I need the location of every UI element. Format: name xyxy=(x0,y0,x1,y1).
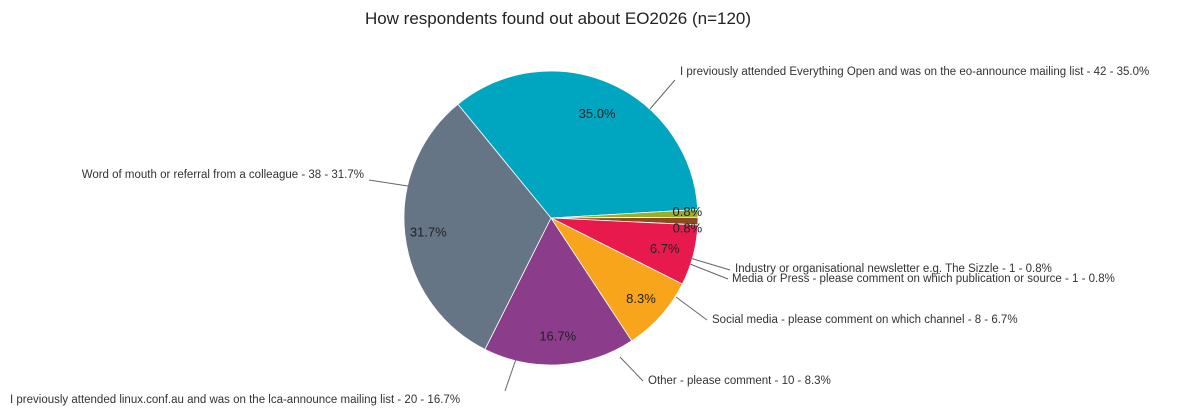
slice-percent-label: 6.7% xyxy=(650,241,680,256)
chart-title: How respondents found out about EO2026 (… xyxy=(365,9,751,28)
slice-percent-label: 35.0% xyxy=(579,106,616,121)
leader-line xyxy=(689,263,729,280)
pie-slice xyxy=(484,217,633,366)
slice-category-label: Social media - please comment on which c… xyxy=(712,314,1018,326)
slice-category-label: Media or Press - please comment on which… xyxy=(732,273,1115,285)
slice-percent-label: 0.8% xyxy=(673,221,703,236)
slice-category-label: Other - please comment - 10 - 8.3% xyxy=(648,375,831,387)
leader-line xyxy=(368,179,409,187)
leader-line xyxy=(675,296,708,321)
slice-percent-label: 8.3% xyxy=(626,291,656,306)
slice-percent-label: 16.7% xyxy=(539,328,576,343)
slice-category-label: I previously attended Everything Open an… xyxy=(680,66,1149,78)
pie-slice xyxy=(457,70,699,219)
pie-slice xyxy=(403,103,552,350)
slice-category-label: Word of mouth or referral from a colleag… xyxy=(82,169,364,181)
slice-percent-label: 31.7% xyxy=(410,225,447,240)
leader-line xyxy=(689,257,731,271)
leader-line xyxy=(504,358,517,392)
slice-percent-label: 0.8% xyxy=(673,204,703,219)
slice-category-label: I previously attended linux.conf.au and … xyxy=(10,394,460,406)
slice-category-label: Industry or organisational newsletter e.… xyxy=(735,263,1052,275)
leader-line xyxy=(619,356,644,382)
leader-line xyxy=(649,79,676,110)
